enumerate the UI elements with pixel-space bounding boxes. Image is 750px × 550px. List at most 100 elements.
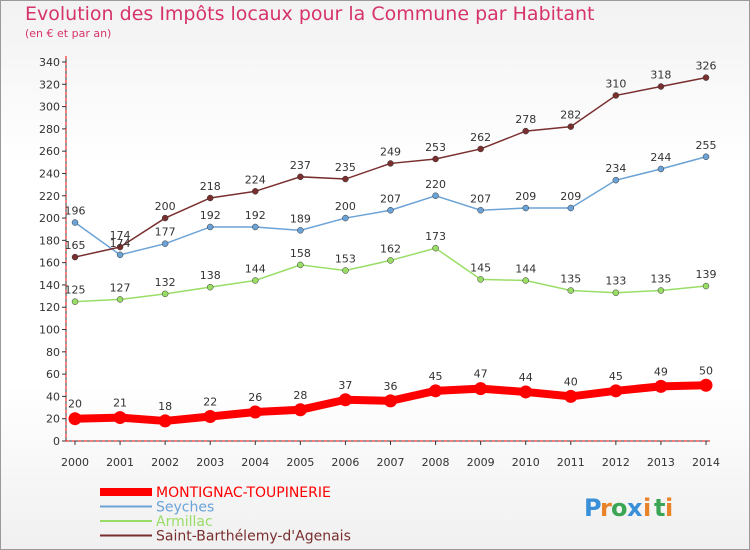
brand-letter: i	[643, 494, 651, 522]
y-tick-label: 260	[39, 145, 60, 158]
series-point	[387, 257, 394, 264]
chart-subtitle: (en € et par an)	[25, 27, 112, 40]
series-point	[522, 277, 529, 284]
legend-label: MONTIGNAC-TOUPINERIE	[156, 485, 331, 501]
y-tick-label: 240	[39, 167, 60, 180]
y-tick-label: 140	[39, 279, 60, 292]
x-tick-label: 2009	[467, 456, 495, 469]
series-point	[161, 240, 169, 247]
series-point	[71, 219, 79, 226]
series-point	[612, 92, 620, 99]
series-point	[567, 287, 575, 294]
data-label: 21	[113, 397, 127, 410]
data-label: 244	[650, 151, 671, 164]
series-point	[612, 176, 620, 184]
series-point	[116, 243, 124, 251]
y-tick-label: 0	[53, 435, 60, 448]
x-tick-label: 2006	[331, 456, 359, 469]
data-label: 138	[200, 269, 221, 282]
y-tick-label: 300	[39, 101, 60, 114]
brand-letter: o	[611, 494, 628, 522]
series-point	[522, 127, 529, 135]
x-tick-label: 2000	[61, 456, 89, 469]
series-point	[203, 409, 217, 423]
y-tick-label: 200	[39, 212, 60, 225]
series-layer	[68, 74, 713, 428]
data-label: 45	[429, 370, 443, 383]
data-label: 162	[380, 242, 401, 255]
data-label: 209	[560, 190, 581, 203]
y-tick-label: 160	[39, 257, 60, 270]
series-point	[432, 192, 439, 200]
x-tick-label: 2003	[196, 456, 224, 469]
data-label: 207	[470, 192, 491, 205]
data-label: 158	[290, 247, 311, 260]
series-point	[477, 276, 484, 283]
series-point	[477, 145, 484, 153]
series-point	[699, 378, 713, 392]
series-point	[71, 253, 79, 261]
y-tick-label: 40	[46, 390, 60, 403]
data-label: 220	[425, 178, 446, 191]
x-tick-label: 2012	[602, 456, 630, 469]
brand-letter: P	[584, 494, 602, 522]
series-point	[158, 414, 172, 428]
series-point	[252, 223, 259, 231]
data-label: 153	[335, 252, 356, 265]
data-label: 49	[654, 365, 668, 378]
series-point	[432, 244, 439, 252]
data-label: 18	[158, 400, 172, 413]
data-label: 189	[290, 212, 311, 225]
data-label: 196	[65, 205, 86, 218]
data-label: 207	[380, 192, 401, 205]
x-tick-label: 2004	[241, 456, 269, 469]
series-point	[297, 261, 304, 269]
series-point	[702, 153, 710, 160]
data-label: 192	[200, 209, 221, 222]
data-label: 36	[384, 380, 398, 393]
chart-title: Evolution des Impôts locaux pour la Comm…	[25, 3, 595, 25]
series-point	[612, 289, 620, 296]
series-point	[113, 411, 127, 425]
series-point	[206, 223, 214, 231]
series-point	[342, 175, 349, 183]
data-label: 125	[65, 284, 86, 297]
series-2	[71, 244, 710, 305]
data-label: 165	[65, 239, 86, 252]
series-point	[387, 207, 394, 214]
series-point	[477, 207, 484, 214]
data-label: 144	[245, 262, 266, 275]
series-point	[116, 251, 124, 259]
data-label: 145	[470, 261, 491, 274]
series-point	[609, 384, 623, 398]
data-label: 192	[245, 209, 266, 222]
series-point	[297, 227, 304, 234]
axes: 0204060801001201401601802002202402602803…	[39, 56, 720, 469]
data-label: 310	[605, 77, 626, 90]
series-point	[702, 74, 710, 81]
data-label: 20	[68, 398, 82, 411]
data-label: 139	[696, 268, 717, 281]
series-point	[206, 194, 214, 202]
y-tick-label: 80	[46, 346, 60, 359]
series-3	[71, 74, 710, 261]
series-1	[71, 153, 710, 259]
series-point	[657, 287, 665, 294]
data-label: 133	[605, 275, 626, 288]
data-label: 177	[155, 226, 176, 239]
x-tick-label: 2010	[512, 456, 540, 469]
data-label: 326	[696, 60, 717, 73]
y-tick-label: 100	[39, 324, 60, 337]
series-point	[252, 277, 259, 284]
series-point	[68, 412, 82, 426]
y-tick-label: 280	[39, 123, 60, 136]
data-label: 318	[650, 69, 671, 82]
series-point	[293, 403, 307, 417]
data-label: 174	[110, 229, 131, 242]
data-label: 255	[696, 139, 717, 152]
data-label: 135	[560, 273, 581, 286]
data-label: 22	[203, 395, 217, 408]
data-label: 28	[293, 389, 307, 402]
